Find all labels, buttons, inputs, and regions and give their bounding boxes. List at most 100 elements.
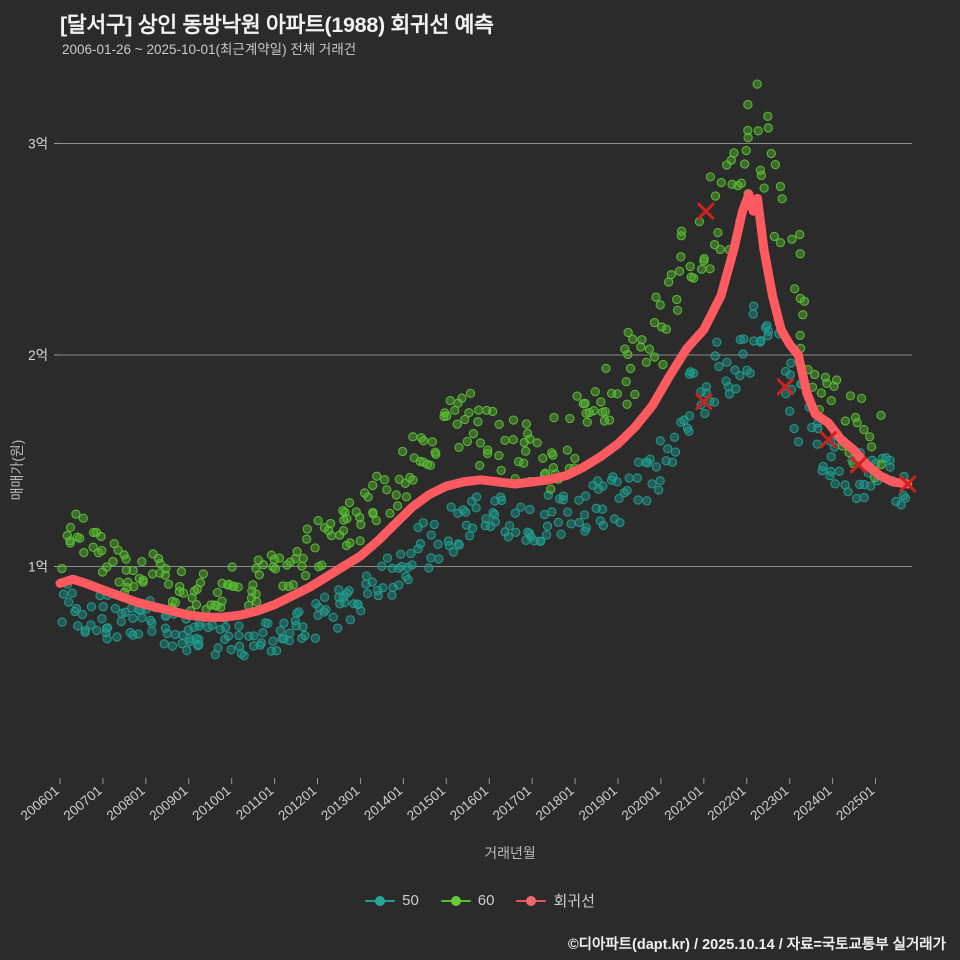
scatter-point [147,569,158,579]
scatter-point [674,266,685,276]
scatter-point [898,490,909,501]
scatter-point [710,351,720,361]
scatter-point [113,545,123,555]
outlier-x-icon [776,378,794,396]
scatter-point [735,371,745,381]
scatter-point [443,536,453,546]
scatter-point [177,638,187,649]
x-tick-label: 201701 [490,783,534,823]
scatter-point [840,416,851,426]
scatter-point [532,438,542,448]
scatter-point [578,399,588,409]
y-tick-label: 1억 [28,559,48,574]
x-tick-label: 202201 [705,783,749,823]
scatter-point [549,412,559,423]
scatter-point [368,480,378,491]
scatter-point [396,549,406,559]
scatter-point [422,459,433,470]
scatter-point [830,479,840,489]
x-tick-label: 202101 [662,783,706,823]
scatter-point [121,554,131,564]
scatter-point [777,194,787,204]
scatter-point [268,636,278,646]
scatter-point [676,252,686,262]
scatter-point [494,419,504,430]
scatter-point [194,621,204,631]
scatter-point [462,436,472,447]
scatter-point [298,622,308,632]
scatter-point [647,479,657,489]
scatter-point [313,515,323,526]
scatter-point [511,527,521,538]
footer-credit: ©디아파트(dapt.kr) / 2025.10.14 / 자료=국토교통부 실… [567,937,946,953]
scatter-point [580,491,591,501]
scatter-point [356,519,366,530]
scatter-point [834,466,844,476]
scatter-point [740,159,750,169]
scatter-point [137,613,147,623]
scatter-point [442,411,452,421]
scatter-point [460,414,470,425]
scatter-point [290,553,301,564]
legend-item-60[interactable]: 60 [440,892,494,909]
chart-subtitle: 2006-01-26 ~ 2025-10-01(최근계약일) 전체 거래건 [62,42,357,57]
scatter-point [338,506,348,516]
scatter-point [373,591,383,601]
scatter-point [282,560,292,570]
scatter-point [490,517,500,527]
y-tick-label: 3억 [28,136,48,151]
scatter-point [367,577,377,587]
legend-item-regression[interactable]: 회귀선 [516,890,595,911]
scatter-point [566,519,576,529]
scatter-point [574,517,584,528]
scatter-point [185,636,195,647]
scatter-point [546,484,556,494]
scatter-point [406,548,416,559]
scatter-point [433,539,443,549]
y-axis-tick-labels: 1억 2억 3억 [28,136,48,574]
scatter-point [473,405,484,415]
scatter-point [486,521,496,532]
scatter-point [763,326,774,336]
scatter-point [216,602,226,613]
scatter-point [256,638,266,648]
scatter-point [685,261,695,272]
scatter-point [110,603,121,614]
scatter-point [403,575,413,585]
scatter-point [112,632,122,642]
scatter-point [658,359,668,370]
scatter-point [345,615,356,625]
scatter-point [88,527,99,538]
scatter-point [865,432,875,442]
scatter-point [614,493,624,504]
scatter-point [685,367,696,377]
scatter-point [780,366,791,377]
scatter-point [159,639,169,649]
scatter-point [191,600,202,610]
scatter-point [643,458,653,468]
scatter-point [73,621,83,631]
scatter-point [153,553,164,564]
scatter-point [325,518,336,529]
scatter-point [522,527,533,537]
x-tick-label: 200601 [18,783,62,823]
scatter-point [454,442,464,453]
scatter-point [876,410,886,421]
scatter-point [795,249,805,259]
legend-item-50[interactable]: 50 [365,892,419,909]
scatter-point [663,444,673,454]
scatter-point [427,437,438,447]
scatter-point [162,628,172,639]
scatter-point [556,529,566,539]
scatter-point [210,650,220,660]
x-tick-label: 201901 [576,783,620,823]
scatter-point [429,519,439,530]
scatter-point [167,641,178,651]
scatter-point [102,562,112,572]
scatter-point [536,536,546,547]
scatter-point [676,231,686,241]
scatter-point [227,562,237,572]
scatter-point [731,384,741,394]
scatter-point [655,300,665,310]
